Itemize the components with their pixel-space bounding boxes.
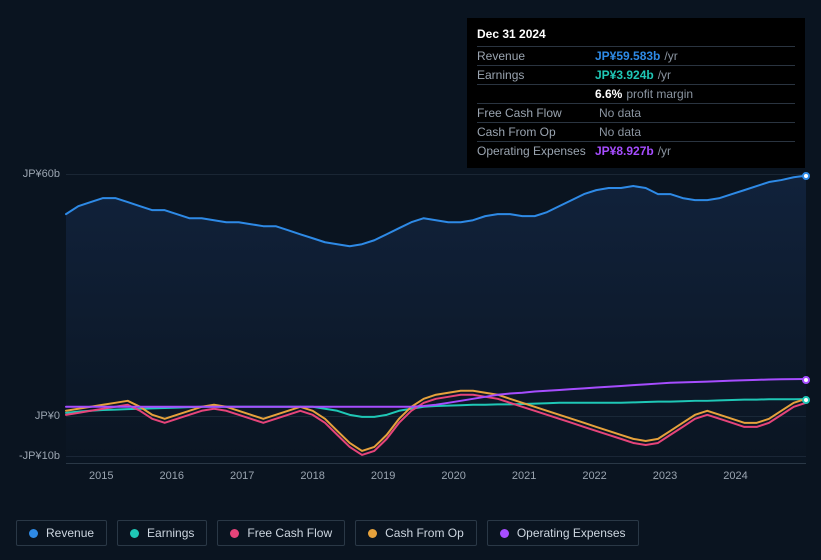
tooltip-value: JP¥59.583b <box>595 49 660 63</box>
financials-chart[interactable]: JP¥60b JP¥0 -JP¥10b 2015 2016 2017 2018 2019 20… <box>16 160 806 490</box>
y-tick-label: JP¥0 <box>35 410 60 422</box>
tooltip-date: Dec 31 2024 <box>477 24 795 46</box>
tooltip-value: JP¥8.927b <box>595 144 654 158</box>
x-tick-label: 2018 <box>300 470 324 482</box>
profit-label: profit margin <box>626 87 693 101</box>
x-tick-label: 2022 <box>582 470 606 482</box>
legend-label: Operating Expenses <box>517 526 626 540</box>
legend-swatch <box>368 529 377 538</box>
x-tick-label: 2016 <box>159 470 183 482</box>
profit-pct: 6.6% <box>595 87 622 101</box>
tooltip-row: Free Cash Flow No data <box>477 103 795 122</box>
legend-item-revenue[interactable]: Revenue <box>16 520 107 546</box>
x-tick-label: 2019 <box>371 470 395 482</box>
x-tick-label: 2023 <box>653 470 677 482</box>
legend-item-earnings[interactable]: Earnings <box>117 520 207 546</box>
legend-label: Earnings <box>147 526 194 540</box>
x-tick-label: 2024 <box>723 470 747 482</box>
x-tick-label: 2017 <box>230 470 254 482</box>
tooltip-label: Free Cash Flow <box>477 106 595 120</box>
legend-item-cash-from-op[interactable]: Cash From Op <box>355 520 477 546</box>
tooltip-row: Earnings JP¥3.924b /yr <box>477 65 795 84</box>
x-tick-label: 2021 <box>512 470 536 482</box>
tooltip-label: Operating Expenses <box>477 144 595 158</box>
y-axis-labels: JP¥60b JP¥0 -JP¥10b <box>16 160 66 490</box>
tooltip-nodata: No data <box>599 125 641 139</box>
legend-label: Cash From Op <box>385 526 464 540</box>
x-tick-label: 2020 <box>441 470 465 482</box>
chart-legend: Revenue Earnings Free Cash Flow Cash Fro… <box>16 520 639 546</box>
end-dot <box>802 172 810 180</box>
x-tick-label: 2015 <box>89 470 113 482</box>
tooltip-row: 6.6% profit margin <box>477 84 795 103</box>
chart-svg <box>66 166 806 463</box>
tooltip-unit: /yr <box>658 68 671 82</box>
tooltip-label: Earnings <box>477 68 595 82</box>
plot-area[interactable] <box>66 166 806 464</box>
tooltip-value: JP¥3.924b <box>595 68 654 82</box>
tooltip-label: Revenue <box>477 49 595 63</box>
legend-swatch <box>29 529 38 538</box>
legend-label: Revenue <box>46 526 94 540</box>
legend-swatch <box>500 529 509 538</box>
legend-swatch <box>130 529 139 538</box>
y-tick-label: -JP¥10b <box>19 450 60 462</box>
legend-swatch <box>230 529 239 538</box>
legend-label: Free Cash Flow <box>247 526 332 540</box>
legend-item-free-cash-flow[interactable]: Free Cash Flow <box>217 520 345 546</box>
tooltip-unit: /yr <box>664 49 677 63</box>
tooltip-row: Revenue JP¥59.583b /yr <box>477 46 795 65</box>
tooltip-label: Cash From Op <box>477 125 595 139</box>
tooltip-row: Operating Expenses JP¥8.927b /yr <box>477 141 795 160</box>
hover-tooltip: Dec 31 2024 Revenue JP¥59.583b /yrEarnin… <box>467 18 805 168</box>
legend-item-operating-expenses[interactable]: Operating Expenses <box>487 520 639 546</box>
y-tick-label: JP¥60b <box>23 168 60 180</box>
end-dot <box>802 376 810 384</box>
tooltip-row: Cash From Op No data <box>477 122 795 141</box>
tooltip-unit: /yr <box>658 144 671 158</box>
end-dot <box>802 396 810 404</box>
tooltip-nodata: No data <box>599 106 641 120</box>
